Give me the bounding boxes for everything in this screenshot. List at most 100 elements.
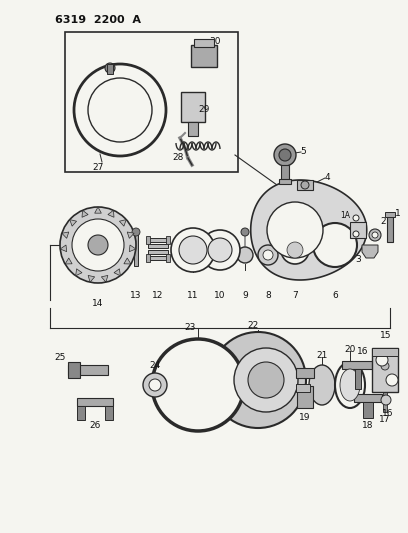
Bar [188,122,198,136]
Bar [372,348,398,392]
Text: 8: 8 [265,290,271,300]
Bar [77,398,113,406]
Polygon shape [362,245,378,258]
Text: 1: 1 [395,209,401,219]
Text: 16: 16 [382,408,394,417]
Circle shape [353,215,359,221]
Circle shape [263,250,273,260]
Text: 2: 2 [380,216,386,225]
Circle shape [241,228,249,236]
Bar [148,238,168,242]
Circle shape [74,64,166,156]
Circle shape [248,362,284,398]
Text: 12: 12 [152,290,164,300]
Bar [166,254,170,262]
Circle shape [200,230,240,270]
Bar [146,236,150,244]
Circle shape [258,245,278,265]
Polygon shape [129,245,136,252]
Circle shape [372,232,378,238]
Text: 30: 30 [209,36,220,45]
Circle shape [279,149,291,161]
Circle shape [274,144,296,166]
Circle shape [210,332,306,428]
Polygon shape [95,207,101,213]
Polygon shape [120,220,126,226]
Polygon shape [108,211,114,217]
Ellipse shape [309,365,335,405]
Bar [105,406,113,420]
Polygon shape [124,258,131,264]
Text: 15: 15 [380,332,392,341]
Polygon shape [60,245,67,252]
Polygon shape [251,180,367,280]
Text: 27: 27 [92,164,104,173]
Bar [297,386,313,408]
Circle shape [287,242,303,258]
Bar [107,64,113,74]
Text: 6: 6 [332,290,338,300]
Circle shape [179,236,207,264]
Circle shape [208,238,232,262]
Bar [65,32,238,172]
Polygon shape [127,232,134,238]
Circle shape [143,373,167,397]
Circle shape [386,374,398,386]
Polygon shape [88,276,95,282]
Polygon shape [101,276,108,282]
Circle shape [88,235,108,255]
Text: 16: 16 [357,346,369,356]
Bar [383,368,387,412]
Bar [77,406,85,420]
Circle shape [376,354,388,366]
Polygon shape [82,211,88,217]
Bar [342,361,374,369]
Text: 26: 26 [89,422,101,431]
Circle shape [72,219,124,271]
Text: 6319  2200  A: 6319 2200 A [55,15,141,25]
Circle shape [313,223,357,267]
Bar [297,180,313,190]
Polygon shape [70,220,77,226]
Bar [355,369,361,389]
Text: 18: 18 [362,422,374,431]
Bar [134,234,138,266]
Bar [148,256,168,260]
Bar [363,402,373,418]
Bar [68,362,80,378]
Text: 10: 10 [214,290,226,300]
Text: 29: 29 [198,106,209,115]
Polygon shape [65,258,72,264]
Bar [68,365,108,375]
Circle shape [171,228,215,272]
Circle shape [152,339,244,431]
Text: 3: 3 [355,255,361,264]
Text: 23: 23 [184,322,196,332]
Text: 20: 20 [344,344,356,353]
Text: 17: 17 [379,416,391,424]
Circle shape [353,231,359,237]
Text: 9: 9 [242,290,248,300]
Text: 4: 4 [324,173,330,182]
Circle shape [267,202,323,258]
Text: 5: 5 [300,147,306,156]
Text: 1A: 1A [340,211,350,220]
Text: 11: 11 [187,290,199,300]
Bar [191,45,217,67]
Text: 22: 22 [247,320,259,329]
Circle shape [88,78,152,142]
Bar [148,244,168,248]
Circle shape [301,181,309,189]
Circle shape [234,348,298,412]
Bar [350,222,366,238]
Circle shape [281,236,309,264]
Text: 14: 14 [92,300,104,309]
Polygon shape [62,232,69,238]
Bar [296,368,314,378]
Circle shape [105,63,115,73]
Polygon shape [75,269,82,276]
Ellipse shape [335,362,365,408]
Text: 7: 7 [292,290,298,300]
Text: 25: 25 [54,353,66,362]
Bar [146,254,150,262]
